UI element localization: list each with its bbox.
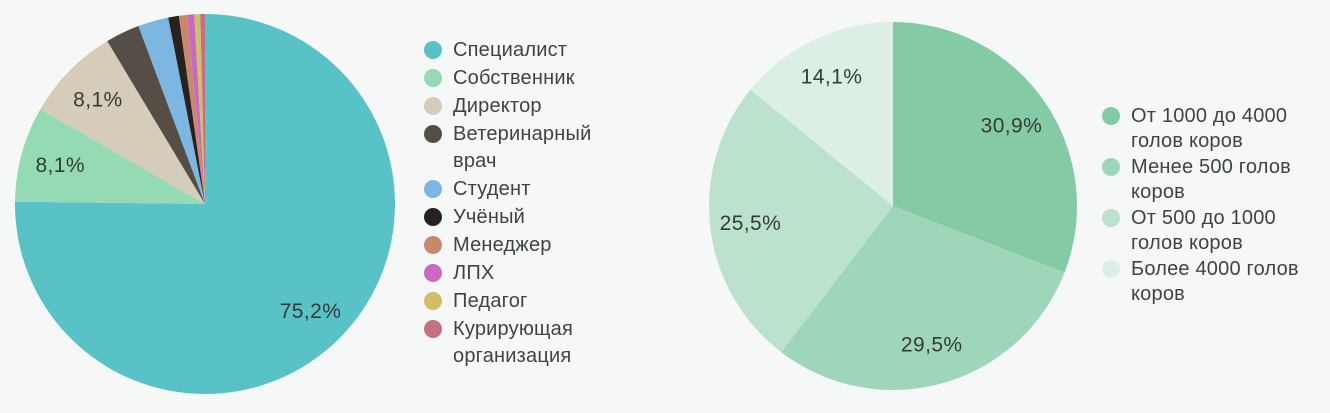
legend-item-0: Специалист	[424, 37, 605, 64]
pie-slice-3	[107, 26, 205, 205]
legend-label: Учёный	[453, 206, 526, 228]
legend-swatch-icon	[424, 41, 442, 59]
legend-item-1: Собственник	[424, 65, 605, 92]
legend-item-1: Менее 500 голов коров	[1102, 155, 1313, 205]
slice-value-label-2: 25,5%	[720, 212, 782, 235]
pie-slice-4	[138, 17, 205, 205]
legend-swatch-icon	[424, 69, 442, 87]
legend-swatch-icon	[424, 320, 442, 338]
legend-swatch-icon	[1102, 107, 1120, 125]
pie-slice-0	[893, 22, 1077, 273]
pie-chart-roles: 75,2% 8,1% 8,1%	[15, 14, 396, 395]
pie-chart-herd-size: 30,9% 29,5% 25,5% 14,1%	[709, 22, 1077, 390]
slice-value-label-1: 8,1%	[35, 154, 84, 177]
pie-slice-1	[15, 109, 205, 204]
pie-slice-9	[200, 14, 205, 204]
legend-item-9: Курирующая организация	[424, 316, 605, 370]
legend-item-7: ЛПХ	[424, 260, 605, 287]
slice-value-label-1: 29,5%	[901, 334, 963, 357]
slice-value-label-0: 75,2%	[280, 300, 342, 323]
slice-value-label-3: 14,1%	[801, 66, 863, 89]
legend-item-8: Педагог	[424, 288, 605, 315]
pie-slice-2	[40, 41, 206, 204]
slice-value-label-2: 8,1%	[73, 88, 122, 111]
pie-slice-3	[750, 22, 893, 206]
legend-label: Ветеринарный врач	[453, 123, 592, 172]
legend-swatch-icon	[1102, 209, 1120, 227]
pie-slice-6	[178, 14, 205, 205]
legend-item-6: Менеджер	[424, 232, 605, 259]
pie-slice-5	[168, 15, 205, 205]
legend-label: Педагог	[453, 290, 528, 312]
legend-swatch-icon	[424, 264, 442, 282]
legend-label: Специалист	[453, 39, 568, 61]
legend-label: Менеджер	[453, 234, 552, 256]
legend-swatch-icon	[424, 125, 442, 143]
legend-swatch-icon	[424, 97, 442, 115]
legend-label: От 1000 до 4000 голов коров	[1131, 105, 1288, 152]
legend-swatch-icon	[424, 180, 442, 198]
slice-value-label-0: 30,9%	[981, 114, 1043, 137]
legend-swatch-icon	[424, 292, 442, 310]
legend-item-0: От 1000 до 4000 голов коров	[1102, 104, 1313, 154]
legend-item-2: Директор	[424, 93, 605, 120]
legend-item-2: От 500 до 1000 голов коров	[1102, 206, 1313, 256]
legend-item-3: Ветеринарный врач	[424, 121, 605, 175]
legend-swatch-icon	[424, 208, 442, 226]
legend-label: Студент	[453, 178, 531, 200]
legend-label: От 500 до 1000 голов коров	[1131, 207, 1276, 254]
pie-slice-0	[15, 14, 396, 395]
pie-slice-2	[709, 89, 893, 353]
legend-label: Директор	[453, 95, 542, 117]
legend-swatch-icon	[1102, 260, 1120, 278]
legend-herd-size: От 1000 до 4000 голов коров Менее 500 гол…	[1102, 104, 1313, 307]
pie-slice-7	[187, 14, 205, 204]
legend-label: Более 4000 голов коров	[1131, 258, 1299, 305]
legend-item-4: Студент	[424, 176, 605, 203]
legend-roles: Специалист Собственник Директор Ветеринарны…	[424, 37, 605, 370]
legend-item-5: Учёный	[424, 204, 605, 231]
legend-label: Менее 500 голов коров	[1131, 156, 1291, 203]
legend-swatch-icon	[424, 236, 442, 254]
pie-slice-8	[194, 14, 205, 205]
legend-swatch-icon	[1102, 158, 1120, 176]
legend-label: Собственник	[453, 67, 575, 89]
pie-slice-1	[781, 206, 1065, 390]
legend-item-3: Более 4000 голов коров	[1102, 257, 1313, 307]
legend-label: ЛПХ	[453, 262, 495, 284]
legend-label: Курирующая организация	[453, 318, 574, 367]
